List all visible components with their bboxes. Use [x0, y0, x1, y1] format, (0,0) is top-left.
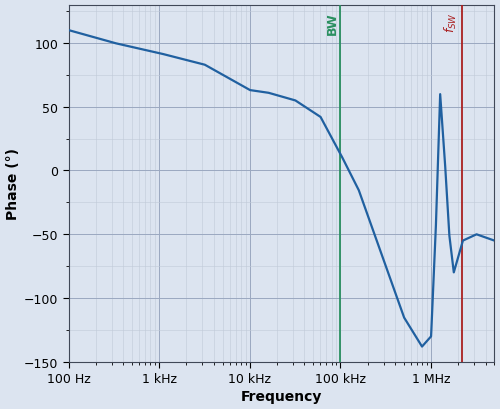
- Y-axis label: Phase (°): Phase (°): [6, 148, 20, 220]
- Text: $f_{SW}$: $f_{SW}$: [442, 12, 459, 33]
- X-axis label: Frequency: Frequency: [241, 389, 322, 403]
- Text: BW: BW: [326, 12, 338, 34]
